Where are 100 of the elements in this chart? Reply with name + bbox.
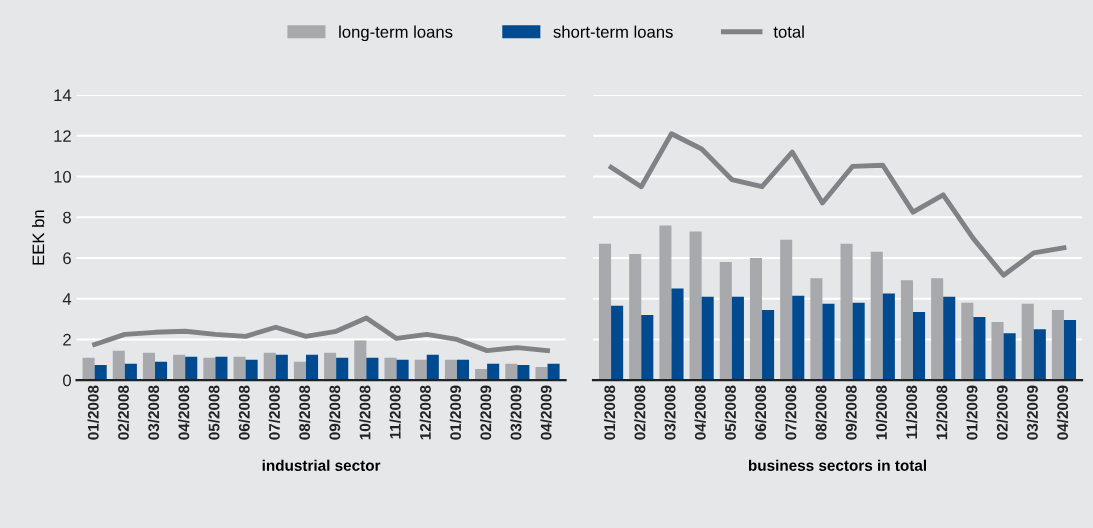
bar [293,361,306,381]
legend-label: total [773,25,804,38]
x-tick-label: 12/2008 [936,385,948,440]
bar [124,363,137,381]
x-tick-label: 10/2008 [359,385,371,440]
y-tick-label: 6 [63,252,71,265]
x-axis-title: industrial sector [262,459,381,471]
bar [973,317,986,381]
bar [82,357,95,381]
bar [810,278,823,381]
bar [719,262,732,381]
bar [185,356,198,381]
bar [671,288,684,381]
y-tick-label: 10 [54,170,71,183]
bar [943,296,956,381]
bar [414,359,427,381]
x-tick-label: 01/2008 [87,385,99,440]
bar [505,363,518,381]
line-series [92,315,550,354]
bar [354,340,367,381]
bar [659,225,672,381]
bar [456,359,470,381]
x-tick-label: 04/2008 [694,385,706,440]
y-tick-label: 4 [62,293,72,305]
bar [233,356,246,381]
bar [870,251,883,381]
bar [931,278,944,381]
x-tick-label: 02/2008 [117,385,130,440]
bar [991,322,1004,381]
bar [426,354,439,381]
y-tick-label: 0 [63,374,71,387]
x-tick-label: 11/2008 [389,385,401,439]
y-tick-label: 12 [54,130,71,142]
bar [1003,333,1016,381]
bar [487,363,500,381]
bar [547,363,560,381]
bar [762,309,775,381]
x-tick-label: 04/2008 [178,385,190,440]
x-tick-label: 03/2008 [664,385,676,440]
x-tick-label: 06/2008 [754,385,767,440]
bar [245,359,258,381]
bar [701,296,714,381]
legend-label: long-term loans [339,25,453,42]
bar [155,361,168,381]
bar [598,243,612,381]
bar [792,295,805,381]
x-tick-label: 09/2008 [845,385,857,440]
x-tick-label: 07/2008 [785,385,797,440]
bar [882,293,895,381]
bar [689,231,702,381]
bar [324,352,337,381]
x-tick-label: 04/2009 [540,385,552,440]
x-tick-label: 08/2008 [815,385,827,440]
bar [336,357,349,381]
bar [203,357,216,381]
bar [215,356,228,381]
bar [517,364,530,381]
y-tick-label: 14 [54,89,72,102]
bar [535,366,548,381]
bar [1051,309,1064,381]
bar [840,243,853,381]
bar [396,359,409,381]
x-tick-label: 02/2009 [996,385,1008,440]
x-tick-label: 08/2008 [298,385,311,440]
bar [366,357,379,381]
x-tick-label: 11/2008 [905,385,918,439]
bar [173,354,186,381]
bar [629,253,642,381]
x-tick-label: 05/2008 [208,385,220,440]
x-tick-label: 06/2008 [238,385,250,440]
x-tick-label: 03/2009 [1026,385,1039,440]
bar [263,352,276,381]
x-tick-label: 03/2008 [147,385,160,440]
x-tick-label: 12/2008 [419,385,431,440]
bar [749,257,763,381]
x-tick-label: 01/2008 [603,385,616,440]
bar [444,359,457,381]
bar [1063,320,1077,381]
bar [275,354,288,381]
y-tick-label: 2 [63,333,71,346]
x-tick-label: 03/2009 [510,385,522,440]
x-tick-label: 01/2009 [449,385,462,440]
x-tick-label: 09/2008 [329,385,341,440]
bar [641,314,654,381]
bar [1021,303,1034,381]
bar [822,303,835,381]
bar [94,364,107,381]
bar [900,280,913,381]
x-tick-label: 04/2009 [1056,385,1069,440]
bar [912,311,926,381]
bar [731,296,744,381]
bar [852,302,865,381]
x-tick-label: 01/2009 [966,385,978,440]
x-tick-label: 07/2008 [268,385,281,440]
y-tick-label: 8 [63,211,71,224]
x-tick-label: 05/2008 [724,385,737,440]
bar [305,354,319,381]
bar [384,357,397,381]
x-tick-label: 10/2008 [875,385,888,440]
x-tick-label: 02/2008 [634,385,646,440]
